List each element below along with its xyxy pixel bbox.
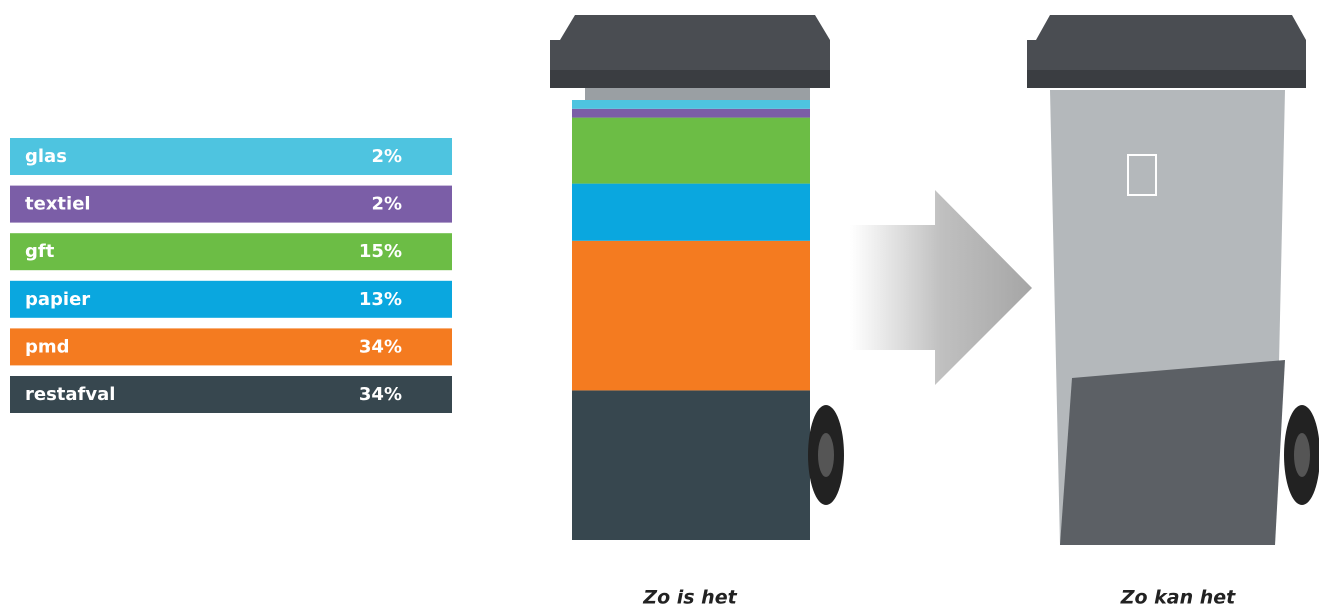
bin-layer [572, 109, 810, 118]
legend-label: restafval [25, 384, 115, 405]
legend-value: 2% [371, 146, 402, 167]
legend-value: 2% [371, 194, 402, 215]
legend-label: textiel [25, 194, 91, 215]
bin-current [550, 15, 844, 540]
infographic: glas 2% textiel 2% gft 15% papier 13% pmd 34% rest… [0, 0, 1319, 612]
legend-value: 15% [359, 241, 402, 262]
caption: Zo kan het [1120, 587, 1236, 609]
bin-layer [572, 118, 810, 184]
legend-value: 13% [359, 289, 402, 310]
wheel-hub [818, 433, 834, 477]
legend-label: gft [25, 241, 55, 262]
legend: glas 2% textiel 2% gft 15% papier 13% pmd 34% rest… [10, 138, 452, 413]
bin-layer [572, 241, 810, 391]
bin-lid-edge [550, 70, 830, 88]
legend-value: 34% [359, 384, 402, 405]
legend-label: papier [25, 289, 90, 310]
legend-value: 34% [359, 336, 402, 357]
bin-layer [572, 390, 810, 540]
bin-stack [572, 100, 810, 540]
page: glas 2% textiel 2% gft 15% papier 13% pmd 34% rest… [0, 0, 1319, 612]
legend-label: glas [25, 146, 67, 167]
bin-lid-edge [1027, 70, 1306, 88]
legend-label: pmd [25, 336, 70, 357]
bin-layer [572, 100, 810, 109]
bin-layer [572, 184, 810, 241]
bin-target [1027, 15, 1319, 545]
arrow [850, 190, 1032, 385]
wheel-hub [1294, 433, 1310, 477]
caption: Zo is het [642, 587, 737, 609]
bin-residual [1060, 360, 1285, 545]
